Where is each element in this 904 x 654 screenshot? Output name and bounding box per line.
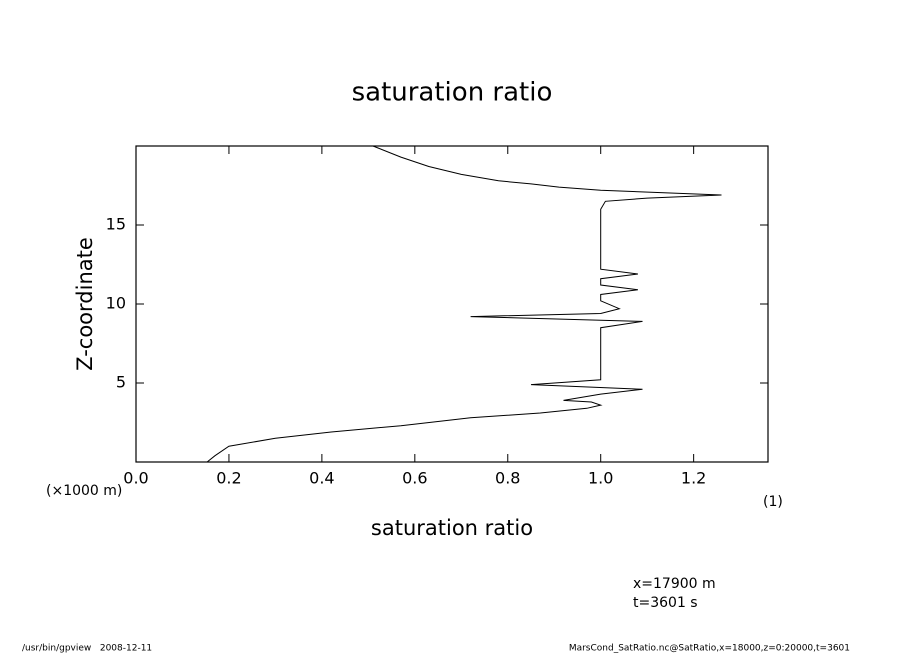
x-tick-label: 0.0 bbox=[123, 469, 148, 488]
annotation: x=17900 m bbox=[633, 576, 716, 592]
x-axis-label: saturation ratio bbox=[371, 516, 533, 540]
footer-right: MarsCond_SatRatio.nc@SatRatio,x=18000,z=… bbox=[569, 644, 850, 654]
x-tick-label: 1.2 bbox=[681, 469, 706, 488]
y-tick-label: 5 bbox=[116, 373, 126, 392]
x-tick-label: 1.0 bbox=[588, 469, 613, 488]
x-unit: (1) bbox=[763, 494, 783, 510]
x-tick-label: 0.8 bbox=[495, 469, 520, 488]
x-tick-label: 0.6 bbox=[402, 469, 427, 488]
footer-left: /usr/bin/gpview 2008-12-11 bbox=[22, 644, 152, 654]
y-axis-label: Z-coordinate bbox=[73, 237, 97, 371]
x-tick-label: 0.2 bbox=[216, 469, 241, 488]
profile-line bbox=[206, 145, 722, 463]
x-tick-label: 0.4 bbox=[309, 469, 334, 488]
y-unit: (×1000 m) bbox=[46, 483, 122, 499]
y-tick-label: 10 bbox=[106, 294, 126, 313]
annotation: t=3601 s bbox=[633, 595, 698, 611]
chart-title: saturation ratio bbox=[352, 78, 553, 108]
y-tick-label: 15 bbox=[106, 215, 126, 234]
